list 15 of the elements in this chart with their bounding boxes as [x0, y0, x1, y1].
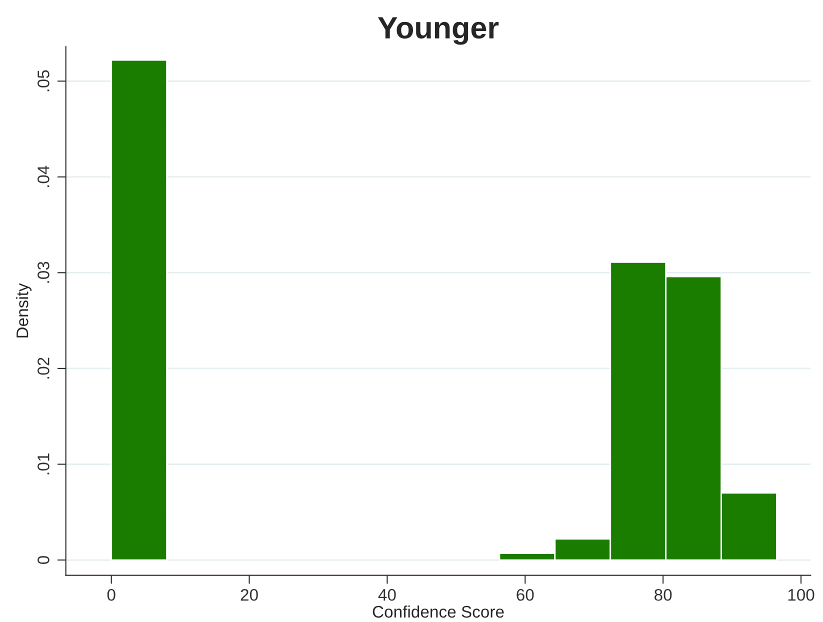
y-axis-title: Density — [16, 283, 32, 338]
y-tick-label: .03 — [38, 262, 50, 283]
y-tick-label: .01 — [38, 453, 50, 474]
x-tick-label: 20 — [240, 588, 258, 601]
x-tick-label: 0 — [107, 588, 116, 601]
y-tick-label: 0 — [38, 556, 50, 564]
chart-title: Younger — [378, 17, 499, 45]
y-tick-label: .02 — [38, 358, 50, 379]
x-tick-label: 40 — [378, 588, 396, 601]
x-axis-title: Confidence Score — [372, 605, 504, 618]
y-tick-label: .04 — [38, 166, 50, 187]
x-tick-label: 60 — [516, 588, 534, 601]
x-tick-label: 80 — [654, 588, 672, 601]
y-tick-label: .05 — [38, 70, 50, 92]
x-tick-label: 100 — [788, 588, 814, 601]
